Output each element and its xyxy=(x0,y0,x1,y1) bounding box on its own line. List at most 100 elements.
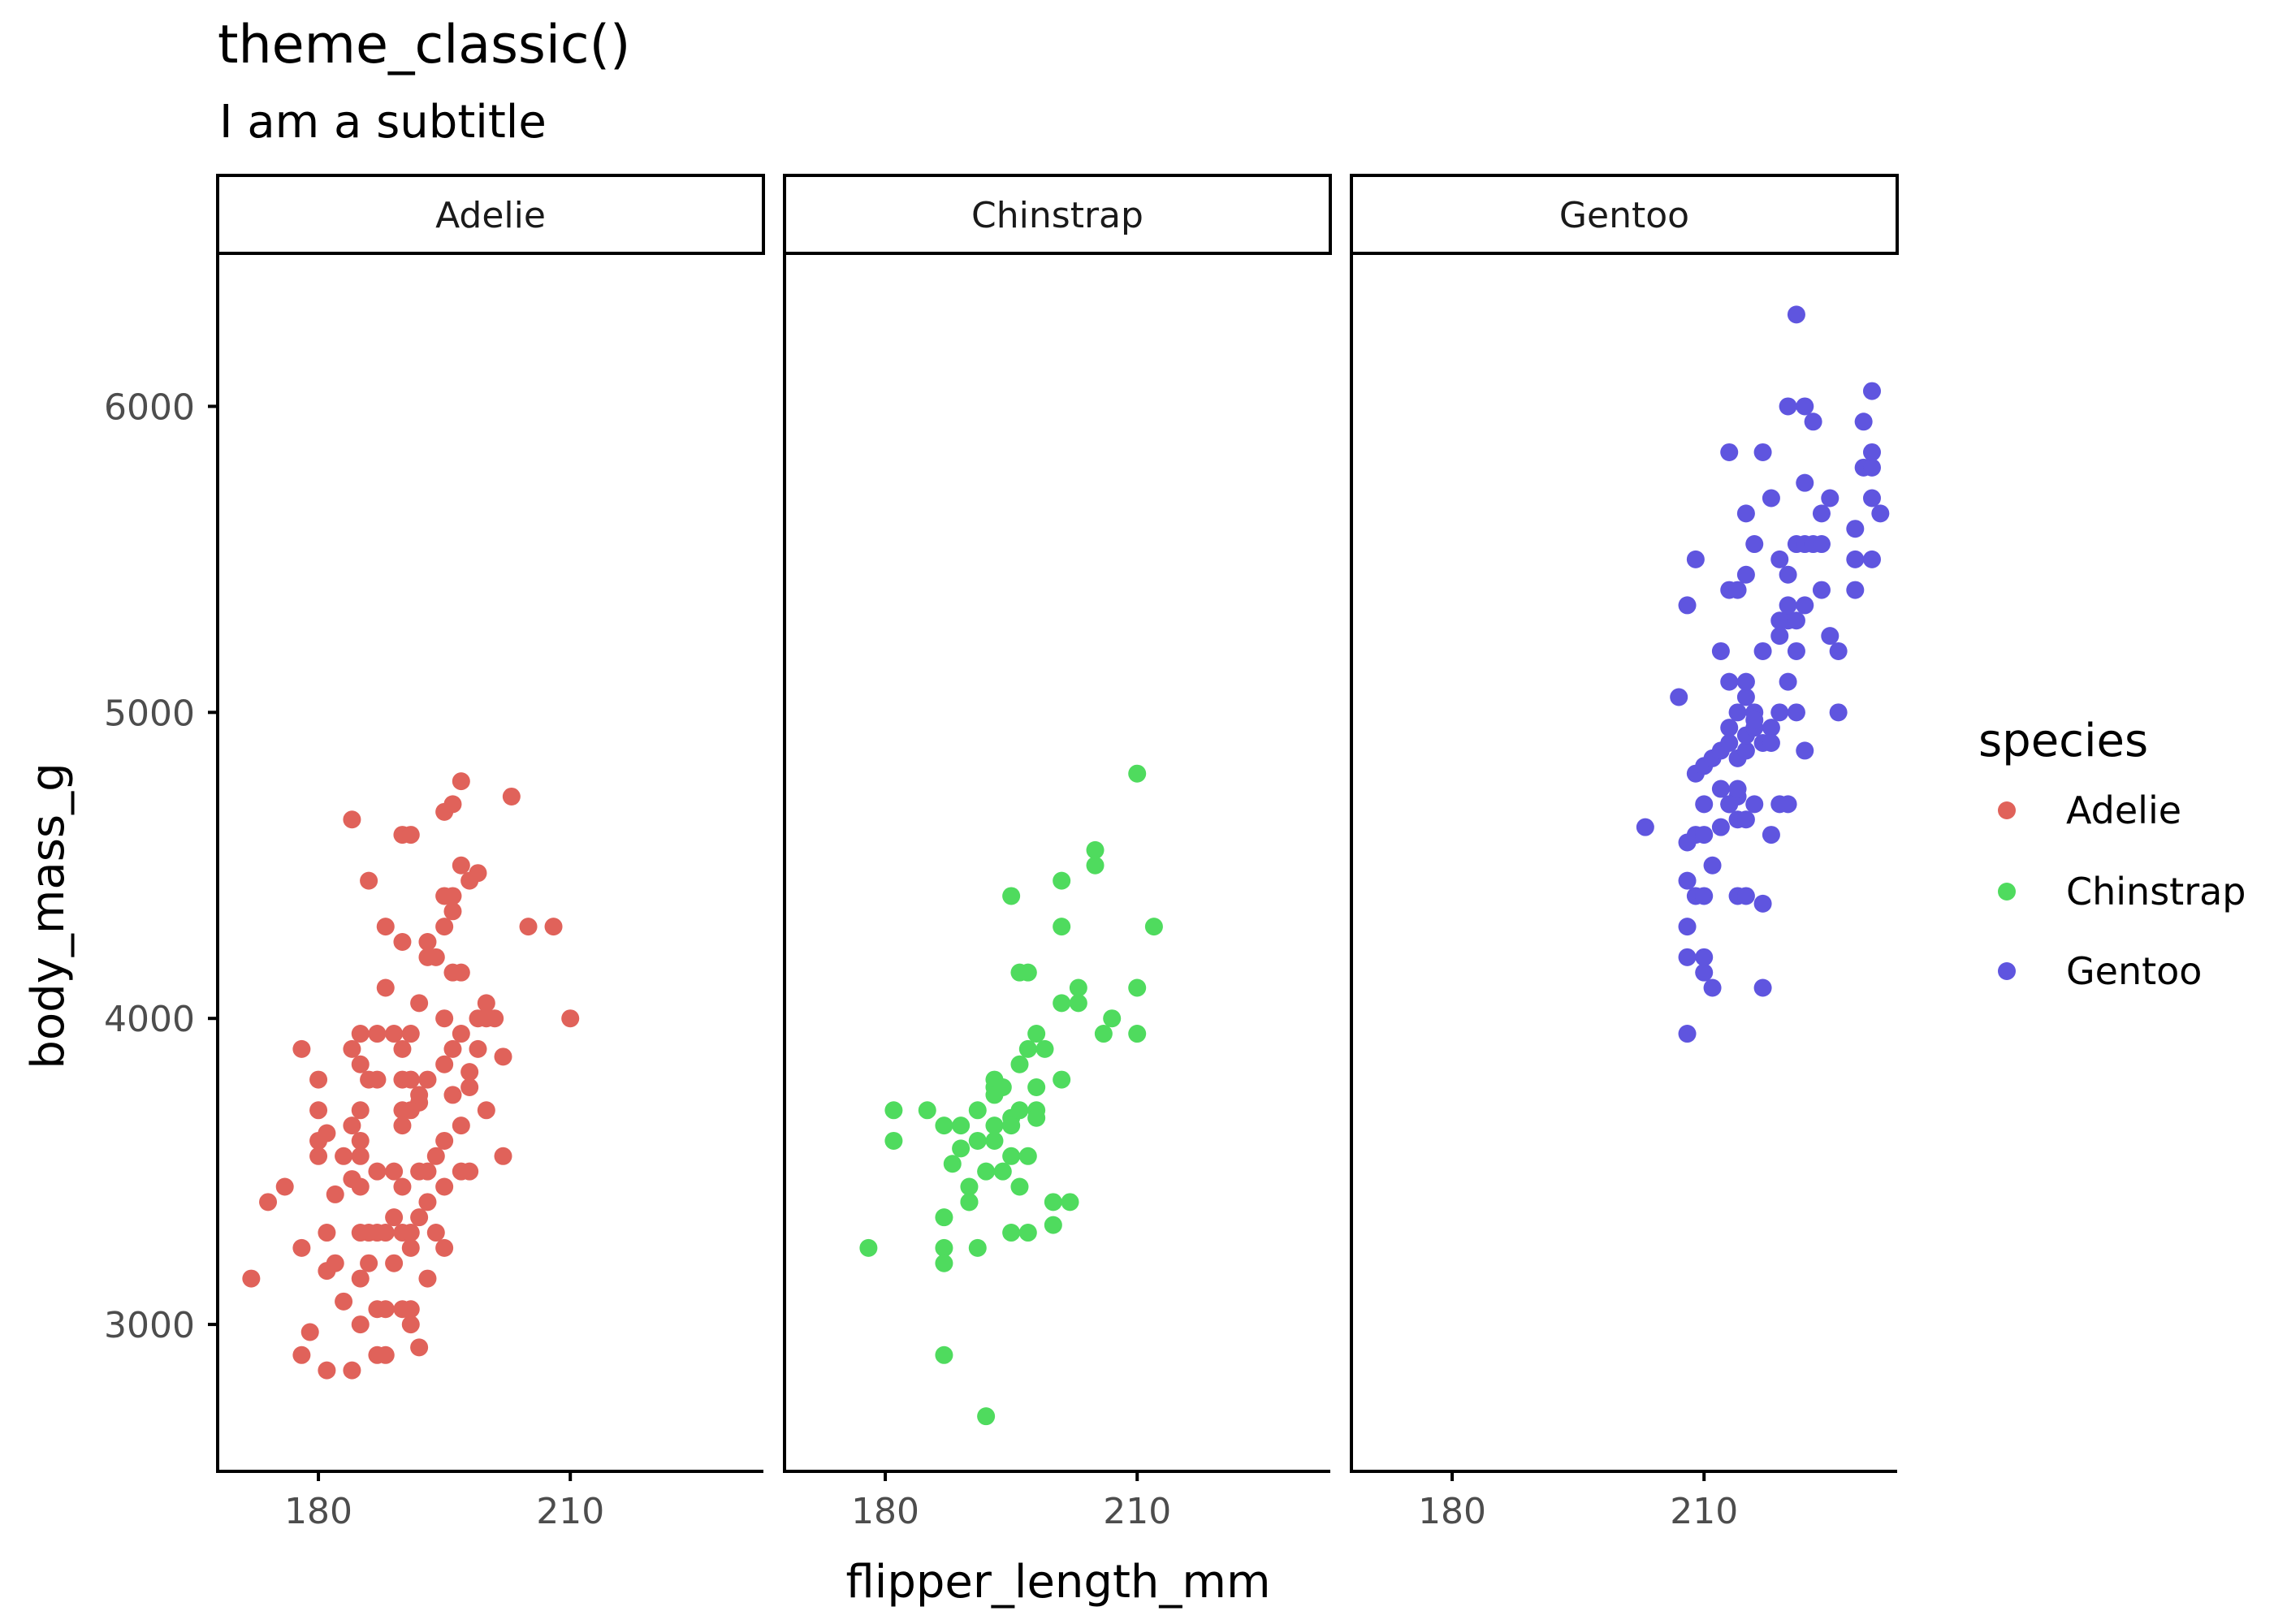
data-point xyxy=(410,1338,429,1357)
data-point xyxy=(1846,550,1865,568)
data-point xyxy=(351,1131,370,1150)
data-point xyxy=(435,1131,454,1150)
legend-item-gentoo: Gentoo xyxy=(1998,947,2202,996)
data-point xyxy=(1695,963,1714,982)
data-point xyxy=(1804,412,1822,431)
data-point xyxy=(351,1269,370,1288)
data-point xyxy=(993,1162,1012,1181)
data-point xyxy=(1728,581,1747,599)
data-point xyxy=(443,1086,462,1104)
data-point xyxy=(360,1254,378,1272)
data-point xyxy=(452,772,470,791)
data-point xyxy=(1053,918,1071,936)
data-point xyxy=(477,1101,495,1120)
facet-strip-chinstrap xyxy=(783,174,1332,255)
x-tick-label: 210 xyxy=(1103,1491,1171,1532)
data-point xyxy=(1846,581,1865,599)
data-point xyxy=(1027,1108,1046,1127)
data-point xyxy=(309,1070,328,1089)
data-point xyxy=(351,1101,370,1120)
data-point xyxy=(1670,688,1688,706)
data-point xyxy=(1796,473,1814,492)
x-tick-label: 210 xyxy=(1670,1491,1738,1532)
data-point xyxy=(292,1345,311,1364)
data-point xyxy=(935,1254,953,1272)
legend-label-chinstrap: Chinstrap xyxy=(2066,870,2246,914)
data-point xyxy=(343,810,361,829)
facet-panel-gentoo: Gentoo 180 210 xyxy=(1350,174,1899,1532)
data-point xyxy=(1002,1147,1021,1165)
data-point xyxy=(502,787,521,806)
data-point xyxy=(460,1078,479,1097)
data-point xyxy=(376,918,395,936)
data-point xyxy=(418,932,437,951)
data-point xyxy=(1069,994,1087,1013)
data-point xyxy=(985,1116,1004,1135)
facet-panels: Adelie 180 210 Chinstrap 180 210 Gentoo 180 210 xyxy=(216,174,1899,1532)
y-tick-label: 4000 xyxy=(104,999,195,1040)
data-point xyxy=(1695,826,1714,844)
data-point xyxy=(1018,963,1037,982)
data-point xyxy=(1762,734,1780,753)
data-point xyxy=(1027,1078,1046,1097)
data-point xyxy=(460,1063,479,1082)
data-point xyxy=(1736,672,1755,691)
data-point xyxy=(1686,550,1705,568)
data-point xyxy=(1053,994,1071,1013)
y-tick-label: 5000 xyxy=(104,693,195,734)
data-point xyxy=(318,1224,336,1242)
data-point xyxy=(385,1208,404,1227)
data-point xyxy=(561,1009,580,1028)
data-point xyxy=(401,1315,420,1334)
data-point xyxy=(1796,397,1814,416)
data-point xyxy=(418,1193,437,1212)
data-point xyxy=(1720,443,1739,461)
data-point xyxy=(326,1185,344,1203)
data-point xyxy=(1144,918,1163,936)
data-point xyxy=(1821,627,1840,646)
data-point xyxy=(1787,305,1805,324)
data-point xyxy=(242,1269,261,1288)
data-point xyxy=(1829,703,1848,722)
x-axis-title: flipper_length_mm xyxy=(845,1556,1270,1609)
data-point xyxy=(443,795,462,814)
legend-key-adelie xyxy=(1998,801,2016,819)
data-point xyxy=(993,1078,1012,1097)
data-point xyxy=(435,1177,454,1196)
data-point xyxy=(1745,795,1764,814)
chart-title: theme_classic() xyxy=(218,15,631,76)
data-point xyxy=(452,856,470,875)
data-point xyxy=(259,1193,278,1212)
data-point xyxy=(335,1147,353,1165)
data-point xyxy=(943,1155,962,1173)
data-point xyxy=(1094,1025,1113,1043)
data-point xyxy=(1703,978,1722,997)
data-point xyxy=(935,1238,953,1257)
legend-key-gentoo xyxy=(1998,962,2016,980)
data-point xyxy=(1002,1116,1021,1135)
data-point xyxy=(935,1208,953,1227)
data-point xyxy=(477,994,495,1013)
data-point xyxy=(300,1323,319,1341)
data-point xyxy=(435,1009,454,1028)
facet-strip-label: Gentoo xyxy=(1559,195,1689,236)
data-point xyxy=(1728,780,1747,798)
data-point xyxy=(1779,565,1797,584)
data-point xyxy=(1728,703,1747,722)
data-point xyxy=(1044,1193,1062,1212)
facet-strip-adelie xyxy=(216,174,765,255)
data-point xyxy=(1753,978,1772,997)
data-point xyxy=(1128,978,1147,997)
data-point xyxy=(1779,596,1797,615)
x-tick-label: 180 xyxy=(1418,1491,1486,1532)
data-point xyxy=(1069,978,1087,997)
facet-panel-adelie: Adelie 180 210 xyxy=(216,174,765,1532)
data-point xyxy=(292,1238,311,1257)
data-point xyxy=(1862,458,1881,477)
data-point xyxy=(544,918,563,936)
data-point xyxy=(952,1116,971,1135)
data-point xyxy=(1018,1147,1037,1165)
data-point xyxy=(1035,1039,1054,1058)
data-point xyxy=(1128,1025,1147,1043)
data-point xyxy=(968,1101,987,1120)
